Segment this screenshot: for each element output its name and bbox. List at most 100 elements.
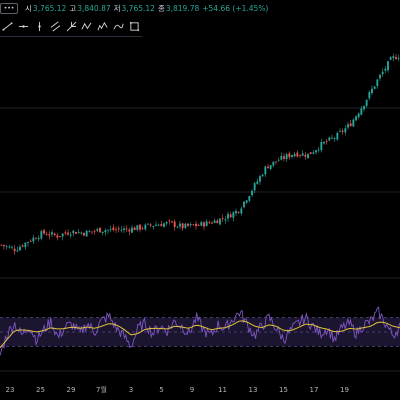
candle <box>312 150 315 155</box>
candle <box>325 138 328 145</box>
candle <box>232 211 235 222</box>
candle <box>125 225 128 232</box>
candle <box>248 195 251 203</box>
candle <box>373 86 376 90</box>
xabcd-pattern-icon[interactable] <box>79 17 95 35</box>
series-menu-button[interactable]: ••• <box>0 2 18 14</box>
candle <box>203 221 205 231</box>
open-label: 시 <box>25 3 32 13</box>
candle <box>245 199 248 204</box>
candle <box>208 220 211 225</box>
candle <box>243 201 245 209</box>
x-tick-label: 5 <box>159 386 163 394</box>
high-value: 3,840.87 <box>77 3 111 13</box>
trend-line-icon[interactable] <box>0 17 16 35</box>
candle <box>357 112 360 120</box>
close-label: 종 <box>157 3 165 13</box>
candle <box>363 105 365 112</box>
candle <box>200 221 203 227</box>
candle <box>264 165 267 178</box>
candle <box>120 226 123 233</box>
candle <box>307 153 309 159</box>
candle <box>344 125 347 136</box>
candle <box>109 225 112 233</box>
candle <box>272 161 275 168</box>
candle <box>8 244 11 249</box>
candle <box>72 229 75 237</box>
candle <box>48 231 51 240</box>
x-tick-label: 11 <box>218 386 227 394</box>
open-value: 3,765.12 <box>32 3 67 13</box>
candle <box>173 219 176 231</box>
elliott-wave-icon[interactable] <box>95 17 111 35</box>
candle <box>157 223 160 226</box>
x-tick-label: 17 <box>310 386 319 394</box>
candle <box>115 226 117 234</box>
candle <box>301 150 304 157</box>
candle <box>85 230 88 237</box>
candle <box>291 154 293 159</box>
candle <box>235 208 237 217</box>
candle <box>336 131 339 141</box>
candle <box>355 115 357 122</box>
candle <box>19 244 21 252</box>
candle <box>189 222 192 228</box>
candle <box>152 225 155 230</box>
candle <box>176 225 179 229</box>
candle <box>149 222 152 228</box>
candle <box>61 233 64 241</box>
candle <box>136 225 139 232</box>
candle <box>45 231 48 236</box>
candle <box>67 229 69 236</box>
candle <box>352 118 355 127</box>
candle <box>205 219 208 227</box>
candle <box>376 78 379 89</box>
candle <box>0 244 3 246</box>
x-tick-label: 25 <box>36 386 45 394</box>
candle <box>24 242 27 251</box>
x-tick-label: 15 <box>279 386 288 394</box>
candle <box>389 56 392 61</box>
candle <box>43 228 45 236</box>
candle <box>219 218 221 226</box>
candle <box>256 178 259 185</box>
rectangle-icon[interactable] <box>126 17 142 35</box>
candle <box>280 152 283 161</box>
candle <box>80 231 83 236</box>
candle <box>27 241 29 247</box>
parallel-channel-icon[interactable] <box>47 17 63 35</box>
candle <box>387 60 389 73</box>
vertical-line-icon[interactable] <box>32 17 48 35</box>
candle <box>101 231 104 236</box>
candle <box>3 244 5 250</box>
candle <box>32 234 35 244</box>
candle <box>139 223 141 233</box>
candle <box>347 121 349 130</box>
high-label: 고 <box>69 3 77 13</box>
candle <box>237 211 240 215</box>
candle <box>29 239 32 243</box>
candle <box>221 214 224 223</box>
arrow-path-icon[interactable] <box>110 17 126 35</box>
pitchfork-icon[interactable] <box>63 17 79 35</box>
candle <box>165 221 168 226</box>
low-value: 3,765.12 <box>121 3 155 13</box>
candle <box>117 225 120 233</box>
candle <box>171 220 173 224</box>
candle <box>93 229 96 235</box>
candle <box>317 146 320 153</box>
candle <box>147 223 149 226</box>
horizontal-line-icon[interactable] <box>16 17 32 35</box>
candle <box>277 157 280 162</box>
rsi-line <box>0 306 400 356</box>
x-tick-label: 3 <box>129 386 133 394</box>
candle <box>323 141 325 145</box>
candle <box>251 189 253 198</box>
candle <box>144 223 147 231</box>
candle <box>392 53 395 62</box>
candle <box>395 53 397 60</box>
candle <box>131 225 133 234</box>
candle <box>128 227 131 236</box>
candle <box>379 73 381 81</box>
